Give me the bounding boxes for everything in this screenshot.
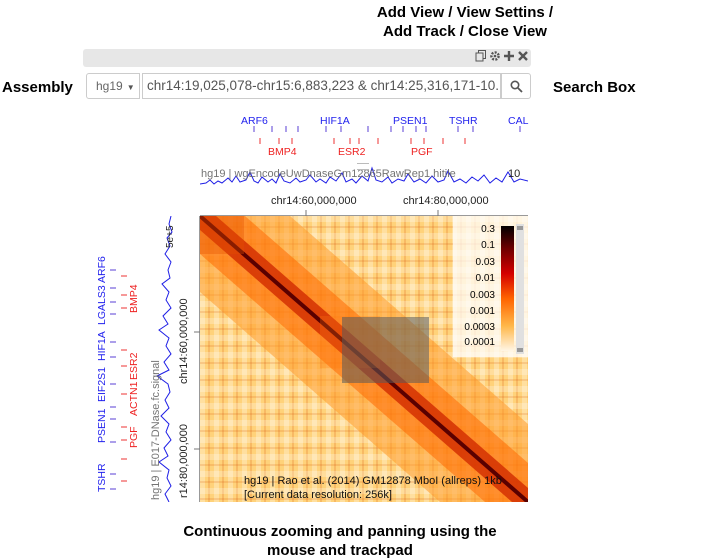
gene-label-esr2: ESR2 <box>338 146 366 158</box>
colorbar-tick: 0.001 <box>469 306 495 317</box>
plus-icon[interactable] <box>502 50 516 64</box>
left-signal-track <box>156 216 173 502</box>
colorbar-range-slider[interactable] <box>516 224 524 354</box>
colorbar-tick: 0.003 <box>469 290 495 301</box>
close-icon[interactable] <box>516 50 530 64</box>
colorbar-tick: 0.3 <box>481 224 495 235</box>
callout-text: mouse and trackpad <box>267 542 413 559</box>
gene-label-pgf: PGF <box>128 426 140 448</box>
top-track-max: 10 <box>508 168 521 180</box>
y-axis-tick: chr14:60,000,000 <box>178 298 190 384</box>
gene-label-eif2s1: EIF2S1 <box>96 366 108 402</box>
search-value: chr14:19,025,078-chr15:6,883,223 & chr14… <box>147 78 501 93</box>
colorbar-panel: 0.3 0.1 0.03 0.01 0.003 0.001 0.0003 0.0… <box>453 216 528 357</box>
view-header <box>83 49 531 67</box>
search-icon <box>510 80 523 93</box>
x-axis-tick: chr14:60,000,000 <box>271 195 357 207</box>
gene-label-cal: CAL <box>508 115 529 127</box>
colorbar-tick: 0.03 <box>475 257 495 268</box>
data-resolution-label: [Current data resolution: 256k] <box>244 489 392 501</box>
callout-text: Add Track / Close View <box>383 23 547 40</box>
callout-text: Continuous zooming and panning using the <box>183 523 497 540</box>
x-axis-ticks <box>200 210 528 216</box>
top-gene-ticks <box>253 126 521 144</box>
colorbar-tick: 0.0001 <box>464 337 495 348</box>
top-track-label: hg19 | wgEncodeUwDnaseGm12865RawRep1.hit… <box>201 168 456 180</box>
gene-label-tshr: TSHR <box>96 463 108 492</box>
callout-text: Add View / View Settins / <box>376 4 554 21</box>
left-track-label: hg19 | E017-DNase.fc.signal <box>150 360 162 500</box>
view-controls-callout: Add View / View Settins / Add Track / Cl… <box>360 3 570 41</box>
search-button[interactable] <box>501 73 531 99</box>
colorbar <box>501 226 514 351</box>
colorbar-tick: 0.0003 <box>464 322 495 333</box>
gene-label-lgals3: LGALS3 <box>96 285 108 325</box>
search-input[interactable]: chr14:19,025,078-chr15:6,883,223 & chr14… <box>142 73 501 99</box>
x-axis-tick: chr14:80,000,000 <box>403 195 489 207</box>
zoom-selection-overlay[interactable] <box>342 317 429 383</box>
slider-handle-bottom[interactable] <box>517 348 523 352</box>
gene-label-psen1: PSEN1 <box>96 408 108 443</box>
y-axis-tick: r14:80,000,000 <box>178 423 190 498</box>
gene-label-hif1a: HIF1A <box>96 331 108 361</box>
assembly-callout: Assembly <box>2 79 73 96</box>
gene-label-hif1a: HIF1A <box>320 115 350 127</box>
heatmap-label: hg19 | Rao et al. (2014) GM12878 MboI (a… <box>244 475 502 487</box>
copy-icon[interactable] <box>474 50 488 64</box>
left-gene-ticks <box>110 269 127 490</box>
gene-label-esr2: ESR2 <box>128 352 140 380</box>
resize-handle[interactable] <box>357 163 369 170</box>
colorbar-tick: 0.1 <box>481 240 495 251</box>
assembly-value: hg19 <box>96 79 123 93</box>
gene-label-actn1: ACTN1 <box>128 381 140 416</box>
chevron-down-icon: ▼ <box>126 83 135 92</box>
top-signal-track <box>200 166 528 185</box>
gene-label-arf6: ARF6 <box>96 256 108 283</box>
assembly-select[interactable]: hg19 ▼ <box>86 73 140 99</box>
gene-label-psen1: PSEN1 <box>393 115 428 127</box>
colorbar-tick: 0.01 <box>475 273 495 284</box>
gear-icon[interactable] <box>488 50 502 64</box>
zoom-pan-callout: Continuous zooming and panning using the… <box>160 522 520 560</box>
gene-label-tshr: TSHR <box>449 115 478 127</box>
slider-handle-top[interactable] <box>517 226 523 230</box>
y-axis-ticks <box>194 216 200 502</box>
left-track-max: 5e+5 <box>165 225 176 248</box>
gene-label-pgf: PGF <box>411 146 433 158</box>
gene-label-bmp4: BMP4 <box>128 284 140 313</box>
search-box-callout: Search Box <box>553 79 636 96</box>
gene-label-arf6: ARF6 <box>241 115 268 127</box>
gene-label-bmp4: BMP4 <box>268 146 297 158</box>
